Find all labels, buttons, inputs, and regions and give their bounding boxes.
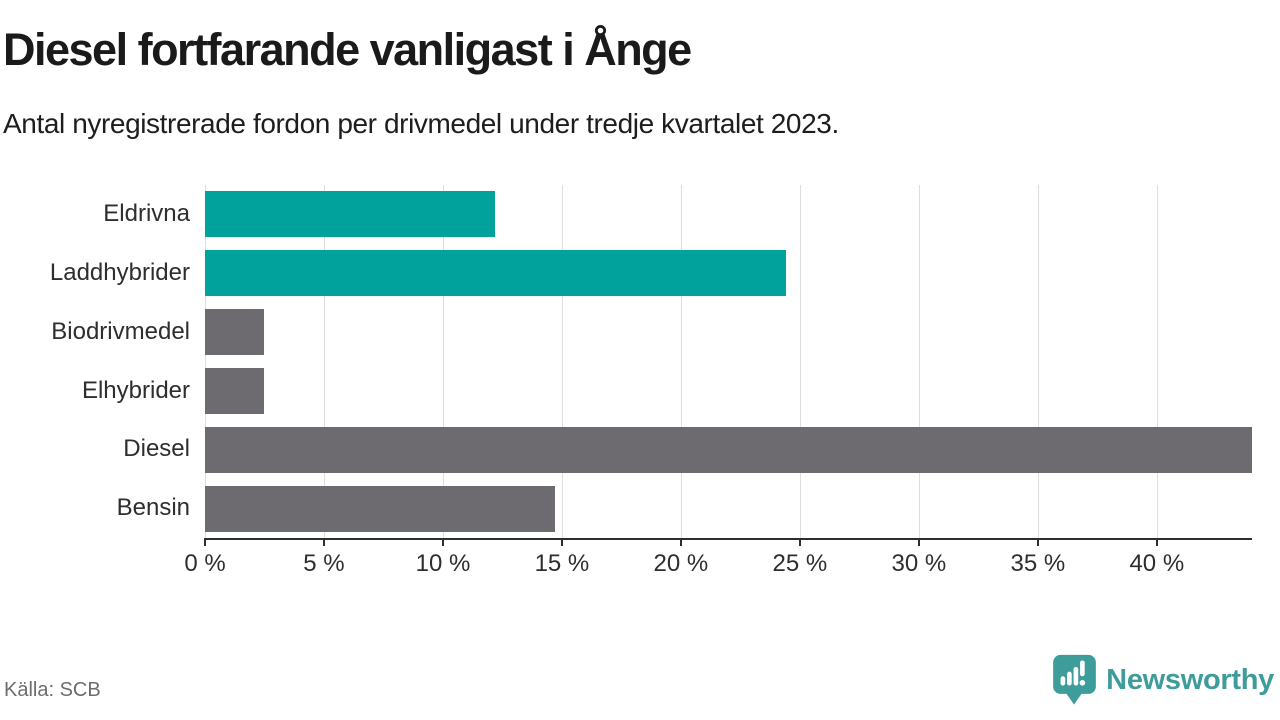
x-axis-tick (1036, 538, 1039, 546)
gridline (1037, 185, 1039, 538)
bar-biodrivmedel (205, 309, 265, 356)
x-axis-line (205, 538, 1252, 540)
x-axis-tick (917, 538, 920, 546)
source-note: Källa: SCB (4, 679, 101, 701)
gridline (918, 185, 920, 538)
y-axis-label: Bensin (116, 494, 190, 522)
chart-subtitle: Antal nyregistrerade fordon per drivmede… (3, 108, 839, 139)
chart-title: Diesel fortfarande vanligast i Ånge (3, 24, 692, 75)
gridline (561, 185, 563, 538)
x-axis-tick (679, 538, 682, 546)
y-axis-label: Diesel (123, 435, 190, 463)
x-axis-tick-label: 20 % (653, 550, 709, 577)
gridline (799, 185, 801, 538)
bar-elhybrider (205, 367, 265, 414)
x-axis-tick-label: 40 % (1129, 550, 1185, 577)
x-axis-tick (322, 538, 325, 546)
x-axis-tick (1155, 538, 1158, 546)
y-axis-label: Laddhybrider (49, 258, 190, 286)
y-axis-label: Eldrivna (103, 200, 190, 227)
x-axis-tick-label: 35 % (1010, 550, 1066, 577)
x-axis-tick-label: 0 % (184, 550, 226, 577)
gridline (323, 185, 325, 538)
y-axis-label: Elhybrider (81, 376, 190, 404)
bar-bensin (205, 485, 555, 532)
x-axis-tick-label: 30 % (891, 550, 947, 577)
x-axis-tick (798, 538, 801, 546)
x-axis-tick-label: 25 % (772, 550, 828, 577)
y-axis-label: Biodrivmedel (51, 317, 190, 345)
bar-eldrivna (205, 191, 496, 238)
x-axis-tick-label: 15 % (534, 550, 590, 577)
x-axis-tick (204, 538, 206, 546)
newsworthy-logo-icon (1053, 654, 1097, 705)
gridline (680, 185, 682, 538)
gridline (205, 185, 206, 538)
y-axis: Eldrivna Laddhybrider Biodrivmedel Elhybrid… (0, 185, 190, 538)
gridline (1156, 185, 1158, 538)
x-axis-tick (560, 538, 563, 546)
brand-name: Newsworthy (1106, 663, 1274, 696)
x-axis-tick-label: 5 % (303, 550, 345, 577)
x-axis-tick (441, 538, 444, 546)
gridline (442, 185, 444, 538)
bar-laddhybrider (205, 250, 786, 297)
x-axis-tick-label: 10 % (415, 550, 471, 577)
bar-diesel (205, 426, 1252, 473)
plot-area: 0 % 5 % 10 % 15 % 20 % 25 % 30 % 35 % 40 % (184, 185, 1252, 577)
brand-logo: Newsworthy (1052, 654, 1274, 706)
